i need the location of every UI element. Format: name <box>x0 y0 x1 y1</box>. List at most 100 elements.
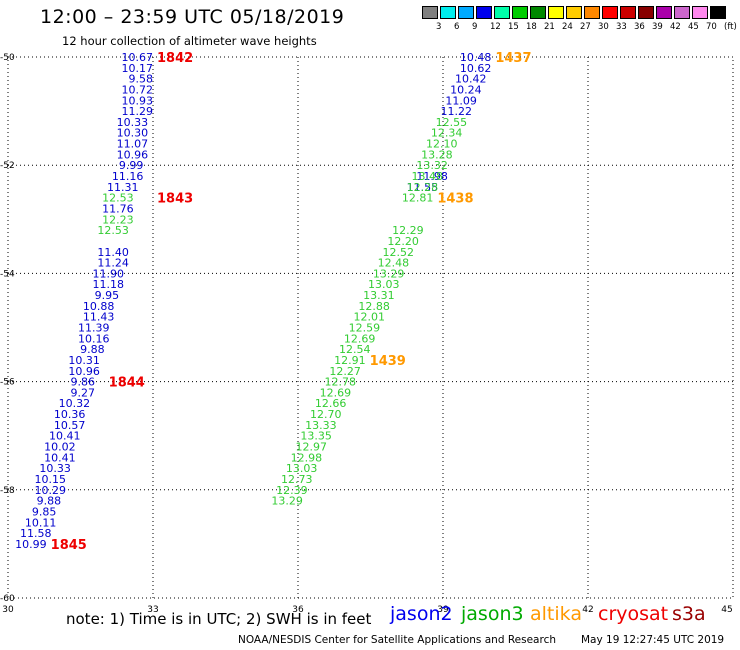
pass-time-labels: 1842 1843 1844 1845 1437 1438 1439 <box>51 51 532 553</box>
wave-height-value: 12.27 <box>329 365 361 378</box>
wave-height-value: 10.30 <box>117 127 149 140</box>
wave-height-value: 11.29 <box>122 105 154 118</box>
wave-height-value: 12.55 <box>436 116 468 129</box>
wave-height-value: 11.43 <box>83 311 115 324</box>
x-tick-label: 36 <box>292 605 304 615</box>
wave-height-value: 13.48 <box>412 170 444 183</box>
wave-height-value: 10.11 <box>25 516 57 529</box>
wave-height-value: 11.55 <box>407 181 439 194</box>
satellite-name: s3a <box>672 603 706 625</box>
legend-swatch <box>656 6 672 19</box>
wave-height-value: 10.62 <box>460 62 492 75</box>
pass-time-label: 1844 <box>109 376 145 391</box>
legend-swatch <box>602 6 618 19</box>
axis-tick-labels: 30 33 36 39 42 45 -50 -52 -54 -56 -58 -60 <box>0 53 733 615</box>
wave-height-value: 12.91 <box>334 354 366 367</box>
legend-label: 36 <box>634 22 645 32</box>
legend-swatch <box>476 6 492 19</box>
wave-height-value: 10.24 <box>450 83 482 96</box>
wave-height-value: 10.41 <box>44 451 76 464</box>
legend-label: 42 <box>670 22 681 32</box>
wave-height-value: 12.23 <box>102 213 134 226</box>
wave-height-value: 10.31 <box>68 354 100 367</box>
pass-time-label: 1439 <box>370 354 406 369</box>
wave-height-value: 10.36 <box>54 408 86 421</box>
pass-time-label: 1437 <box>495 51 531 66</box>
map-frame <box>7 56 734 599</box>
legend-swatch <box>440 6 456 19</box>
wave-height-value: 12.98 <box>291 451 323 464</box>
legend-label: 3 <box>436 22 442 32</box>
legend-label: 15 <box>508 22 519 32</box>
wave-height-value: 13.29 <box>271 495 303 508</box>
legend-label: 39 <box>652 22 663 32</box>
y-tick-label: -54 <box>0 269 15 279</box>
map-subtitle: 12 hour collection of altimeter wave hei… <box>62 34 317 48</box>
wave-height-value: 10.29 <box>35 484 67 497</box>
wave-height-value: 12.78 <box>325 376 357 389</box>
wave-height-value: 11.76 <box>102 202 134 215</box>
wave-height-value: 10.41 <box>49 430 81 443</box>
wave-height-value: 10.57 <box>54 419 86 432</box>
x-tick-label: 45 <box>721 605 732 615</box>
map-border <box>7 56 734 599</box>
wave-height-value: 10.93 <box>122 94 154 107</box>
legend-label: 18 <box>526 22 537 32</box>
wave-height-value: 13.35 <box>300 430 332 443</box>
wave-height-value: 9.85 <box>32 505 57 518</box>
legend-swatch <box>710 6 726 19</box>
wave-height-value: 12.01 <box>354 311 386 324</box>
wave-height-value: 11.22 <box>441 105 473 118</box>
wave-height-value: 9.88 <box>80 343 105 356</box>
pass-time-label: 1842 <box>157 51 193 66</box>
wave-height-value: 9.58 <box>129 73 154 86</box>
legend-swatch <box>512 6 528 19</box>
wave-height-value: 12.59 <box>349 322 381 335</box>
legend-swatch <box>566 6 582 19</box>
legend-label: 21 <box>544 22 555 32</box>
map-title: 12:00 – 23:59 UTC 05/18/2019 <box>40 6 345 28</box>
legend-swatch <box>530 6 546 19</box>
legend-label: 70 <box>706 22 717 32</box>
x-tick-label: 30 <box>2 605 14 615</box>
wave-height-value: 11.39 <box>78 322 110 335</box>
wave-height-value: 10.72 <box>122 83 154 96</box>
wave-height-value: 12.73 <box>281 473 313 486</box>
wave-height-value: 12.97 <box>296 441 328 454</box>
legend-swatch <box>458 6 474 19</box>
satellite-name: jason3 <box>461 603 524 625</box>
wave-height-value: 13.31 <box>363 289 395 302</box>
wave-height-value: 10.67 <box>122 51 154 64</box>
legend-label: 45 <box>688 22 699 32</box>
wave-height-value: 11.18 <box>93 278 125 291</box>
wave-height-value: 10.48 <box>460 51 492 64</box>
wave-height-value: 12.34 <box>431 127 463 140</box>
x-tick-label: 42 <box>582 605 593 615</box>
wave-height-value: 13.33 <box>305 419 337 432</box>
legend-swatch <box>638 6 654 19</box>
wave-height-value: 13.32 <box>416 159 448 172</box>
wave-height-value: 9.99 <box>119 159 144 172</box>
legend-swatch <box>422 6 438 19</box>
wave-height-value: 12.29 <box>392 224 424 237</box>
wave-height-value: 12.81 <box>402 192 434 205</box>
wave-height-value: 12.39 <box>276 484 308 497</box>
legend-label: (ft) <box>724 22 737 32</box>
wave-height-value: 13.03 <box>286 462 318 475</box>
satellite-name: altika <box>530 603 582 625</box>
wave-height-value: 9.27 <box>71 386 96 399</box>
legend-label: 6 <box>454 22 460 32</box>
wave-height-value: 10.42 <box>455 73 487 86</box>
wave-height-value: 11.07 <box>117 138 149 151</box>
wave-height-points: 10.6710.179.5810.7210.9311.2910.3310.301… <box>15 51 491 551</box>
wave-height-value: 9.88 <box>37 495 62 508</box>
legend-swatch <box>494 6 510 19</box>
y-tick-label: -50 <box>0 53 15 63</box>
wave-height-value: 10.02 <box>44 441 76 454</box>
legend-label: 33 <box>616 22 627 32</box>
wave-height-value: 12.48 <box>378 257 410 270</box>
legend-label: 30 <box>598 22 609 32</box>
wave-height-value: 11.58 <box>20 527 52 540</box>
legend-swatch <box>584 6 600 19</box>
